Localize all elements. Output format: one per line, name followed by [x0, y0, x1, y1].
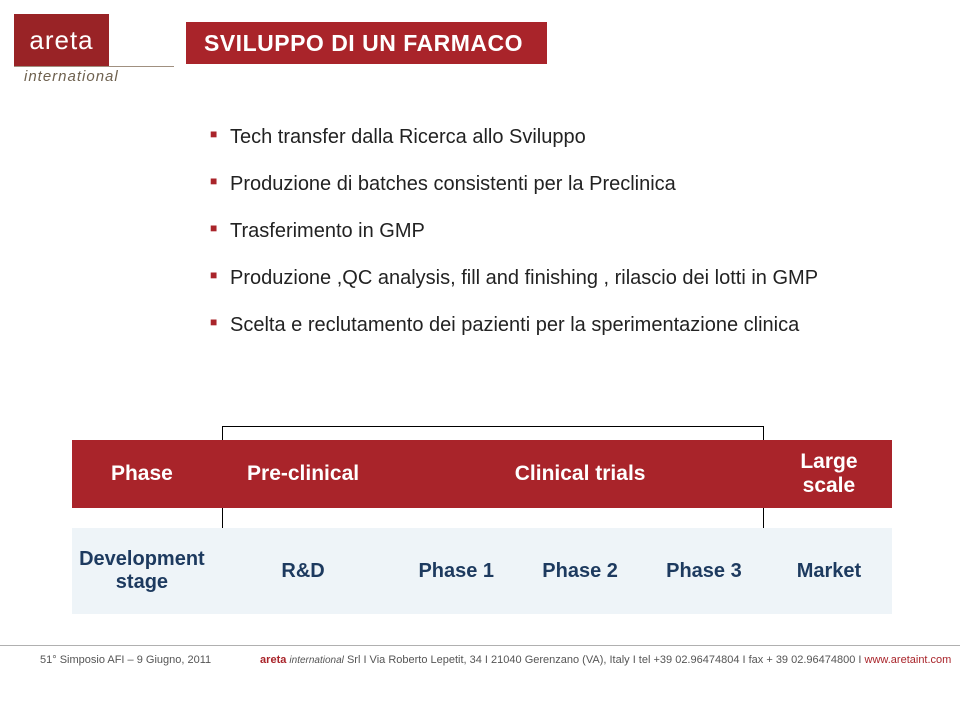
cell-phase3: Phase 3: [642, 528, 766, 614]
phases-table-wrap: Phase Pre-clinical Clinical trials Large…: [72, 440, 892, 614]
cell-phase1: Phase 1: [394, 528, 518, 614]
bullet-item: Scelta e reclutamento dei pazienti per l…: [210, 312, 870, 339]
footer-rule: [0, 645, 960, 646]
hdr-large: Large scale: [766, 440, 892, 508]
table-header-row: Phase Pre-clinical Clinical trials Large…: [72, 440, 892, 508]
bullet-item: Produzione ,QC analysis, fill and finish…: [210, 265, 870, 292]
bullet-item: Trasferimento in GMP: [210, 218, 870, 245]
slide-title: SVILUPPO DI UN FARMACO: [186, 22, 547, 64]
hdr-phase: Phase: [72, 440, 212, 508]
bullet-item: Tech transfer dalla Ricerca allo Svilupp…: [210, 124, 870, 151]
bullet-item: Produzione di batches consistenti per la…: [210, 171, 870, 198]
footer: 51° Simposio AFI – 9 Giugno, 2011 areta …: [40, 654, 951, 666]
cell-phase2: Phase 2: [518, 528, 642, 614]
cell-rd: R&D: [212, 528, 395, 614]
bullet-list: Tech transfer dalla Ricerca allo Svilupp…: [210, 124, 870, 359]
logo-subtext: international: [24, 68, 119, 85]
footer-brand: areta: [260, 654, 286, 666]
cell-market: Market: [766, 528, 892, 614]
hdr-preclinical: Pre-clinical: [212, 440, 395, 508]
phases-table: Phase Pre-clinical Clinical trials Large…: [72, 440, 892, 614]
logo-rule: [14, 66, 174, 67]
hdr-clinical: Clinical trials: [394, 440, 766, 508]
logo-mark: areta: [14, 14, 109, 66]
brand-logo: areta international: [0, 0, 160, 100]
footer-brand-sub: international: [289, 655, 343, 666]
table-body-row: Development stage R&D Phase 1 Phase 2 Ph…: [72, 528, 892, 614]
logo-word: areta: [29, 25, 93, 56]
footer-url[interactable]: www.aretaint.com: [865, 654, 952, 666]
cell-dev-stage: Development stage: [72, 528, 212, 614]
footer-left: 51° Simposio AFI – 9 Giugno, 2011: [40, 654, 211, 666]
footer-address: Srl I Via Roberto Lepetit, 34 I 21040 Ge…: [344, 654, 865, 666]
